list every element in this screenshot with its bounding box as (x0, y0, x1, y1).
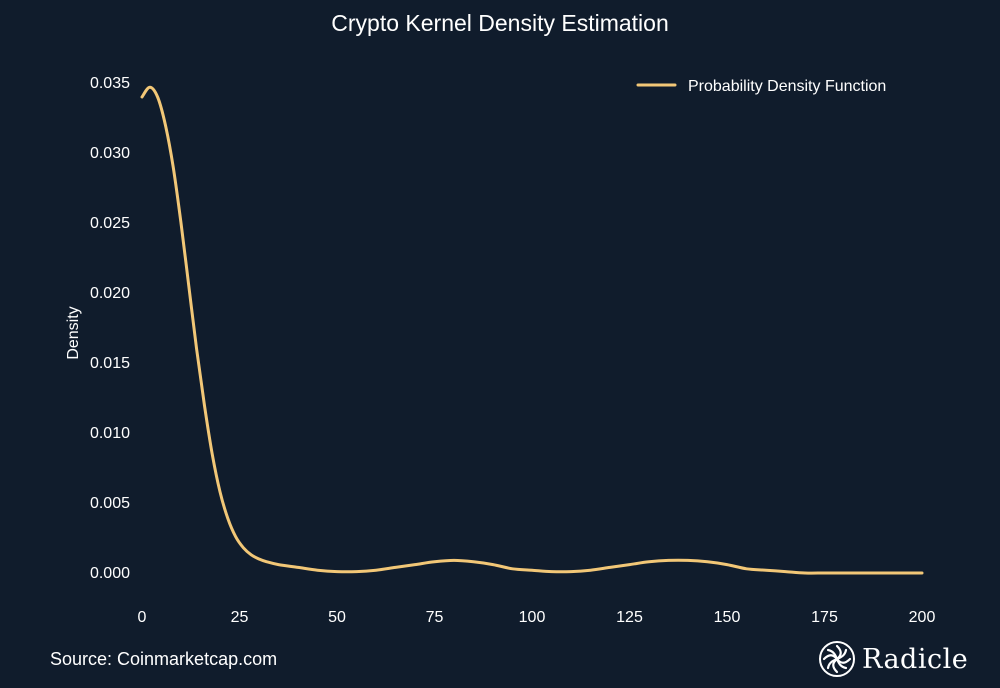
x-tick-label: 50 (328, 609, 346, 626)
y-tick-label: 0.015 (90, 355, 130, 372)
y-axis-label: Density (65, 306, 82, 359)
chart-title: Crypto Kernel Density Estimation (331, 10, 668, 36)
x-tick-label: 100 (519, 609, 546, 626)
source-note: Source: Coinmarketcap.com (50, 649, 278, 669)
x-axis-ticks: 0 25 50 75 100 125 150 175 200 (138, 609, 936, 626)
x-tick-label: 150 (714, 609, 741, 626)
x-tick-label: 125 (616, 609, 643, 626)
radicle-logo-icon (819, 641, 855, 677)
x-tick-label: 25 (231, 609, 249, 626)
y-tick-label: 0.030 (90, 145, 130, 162)
y-tick-label: 0.035 (90, 75, 130, 92)
x-tick-label: 75 (426, 609, 444, 626)
x-tick-label: 0 (138, 609, 147, 626)
y-tick-label: 0.010 (90, 425, 130, 442)
brand-logo: Radicle (818, 640, 968, 678)
series-line-0 (140, 85, 924, 575)
x-tick-label: 175 (811, 609, 838, 626)
y-tick-label: 0.020 (90, 285, 130, 302)
y-axis-ticks: 0.000 0.005 0.010 0.015 0.020 0.025 0.030 0.035 (90, 75, 130, 582)
legend-label: Probability Density Function (688, 78, 886, 95)
legend: Probability Density Function (636, 78, 886, 95)
x-tick-label: 200 (909, 609, 936, 626)
kde-chart: Crypto Kernel Density Estimation Density… (65, 10, 936, 626)
series-layer (140, 85, 924, 575)
brand-name: Radicle (862, 643, 969, 675)
y-tick-label: 0.000 (90, 565, 130, 582)
y-tick-label: 0.005 (90, 495, 130, 512)
y-tick-label: 0.025 (90, 215, 130, 232)
